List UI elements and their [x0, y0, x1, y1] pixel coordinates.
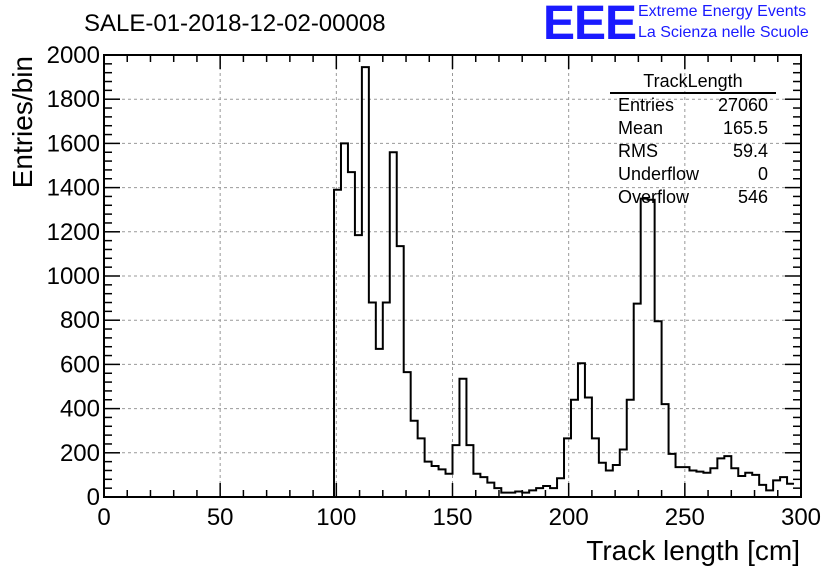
stats-label: RMS	[618, 141, 658, 161]
x-tick-label: 300	[781, 504, 821, 531]
y-tick-label: 200	[60, 440, 100, 467]
eee-logo: EEE	[543, 0, 637, 50]
y-tick-label: 1800	[47, 86, 100, 113]
stats-label: Entries	[618, 95, 675, 115]
y-axis-label: Entries/bin	[7, 56, 38, 188]
y-tick-label: 1000	[47, 263, 100, 290]
x-tick-label: 200	[549, 504, 589, 531]
stats-label: Mean	[618, 118, 664, 138]
y-tick-label: 1400	[47, 175, 100, 202]
stats-row-rms: RMS 59.4	[610, 140, 776, 163]
x-tick-label: 150	[432, 504, 472, 531]
stats-row-mean: Mean 165.5	[610, 117, 776, 140]
y-tick-label: 2000	[47, 42, 100, 69]
stats-value: 0	[757, 164, 768, 184]
y-tick-label: 800	[60, 307, 100, 334]
x-axis-label: Track length [cm]	[586, 535, 800, 566]
stats-box: TrackLength Entries 27060 Mean 165.5 RMS…	[610, 70, 776, 209]
logo-line-1: Extreme Energy Events	[638, 3, 807, 20]
stats-label: Underflow	[618, 164, 700, 184]
axes: 0 50 100 150 200 250 300 0 200 400 600 800 1000 1200 1…	[47, 42, 821, 531]
y-tick-label: 1200	[47, 219, 100, 246]
stats-value: 546	[737, 187, 768, 207]
y-tick-label: 600	[60, 351, 100, 378]
chart-title: SALE-01-2018-12-02-00008	[84, 10, 386, 37]
x-tick-label: 250	[665, 504, 705, 531]
x-tick-label: 100	[316, 504, 356, 531]
y-tick-label: 400	[60, 396, 100, 423]
y-tick-label: 0	[87, 484, 100, 511]
y-tick-label: 1600	[47, 130, 100, 157]
stats-value: 165.5	[722, 118, 768, 138]
stats-value: 59.4	[732, 141, 768, 161]
stats-box-title: TrackLength	[610, 70, 776, 94]
x-tick-label: 50	[207, 504, 234, 531]
stats-row-underflow: Underflow 0	[610, 163, 776, 186]
stats-row-entries: Entries 27060	[610, 94, 776, 117]
logo-line-2: La Scienza nelle Scuole	[638, 24, 809, 41]
x-tick-label: 0	[97, 504, 110, 531]
stats-value: 27060	[717, 95, 768, 115]
stats-label: Overflow	[618, 187, 690, 207]
grid-lines	[104, 55, 801, 497]
histogram-series	[333, 66, 795, 497]
stats-row-overflow: Overflow 546	[610, 186, 776, 209]
